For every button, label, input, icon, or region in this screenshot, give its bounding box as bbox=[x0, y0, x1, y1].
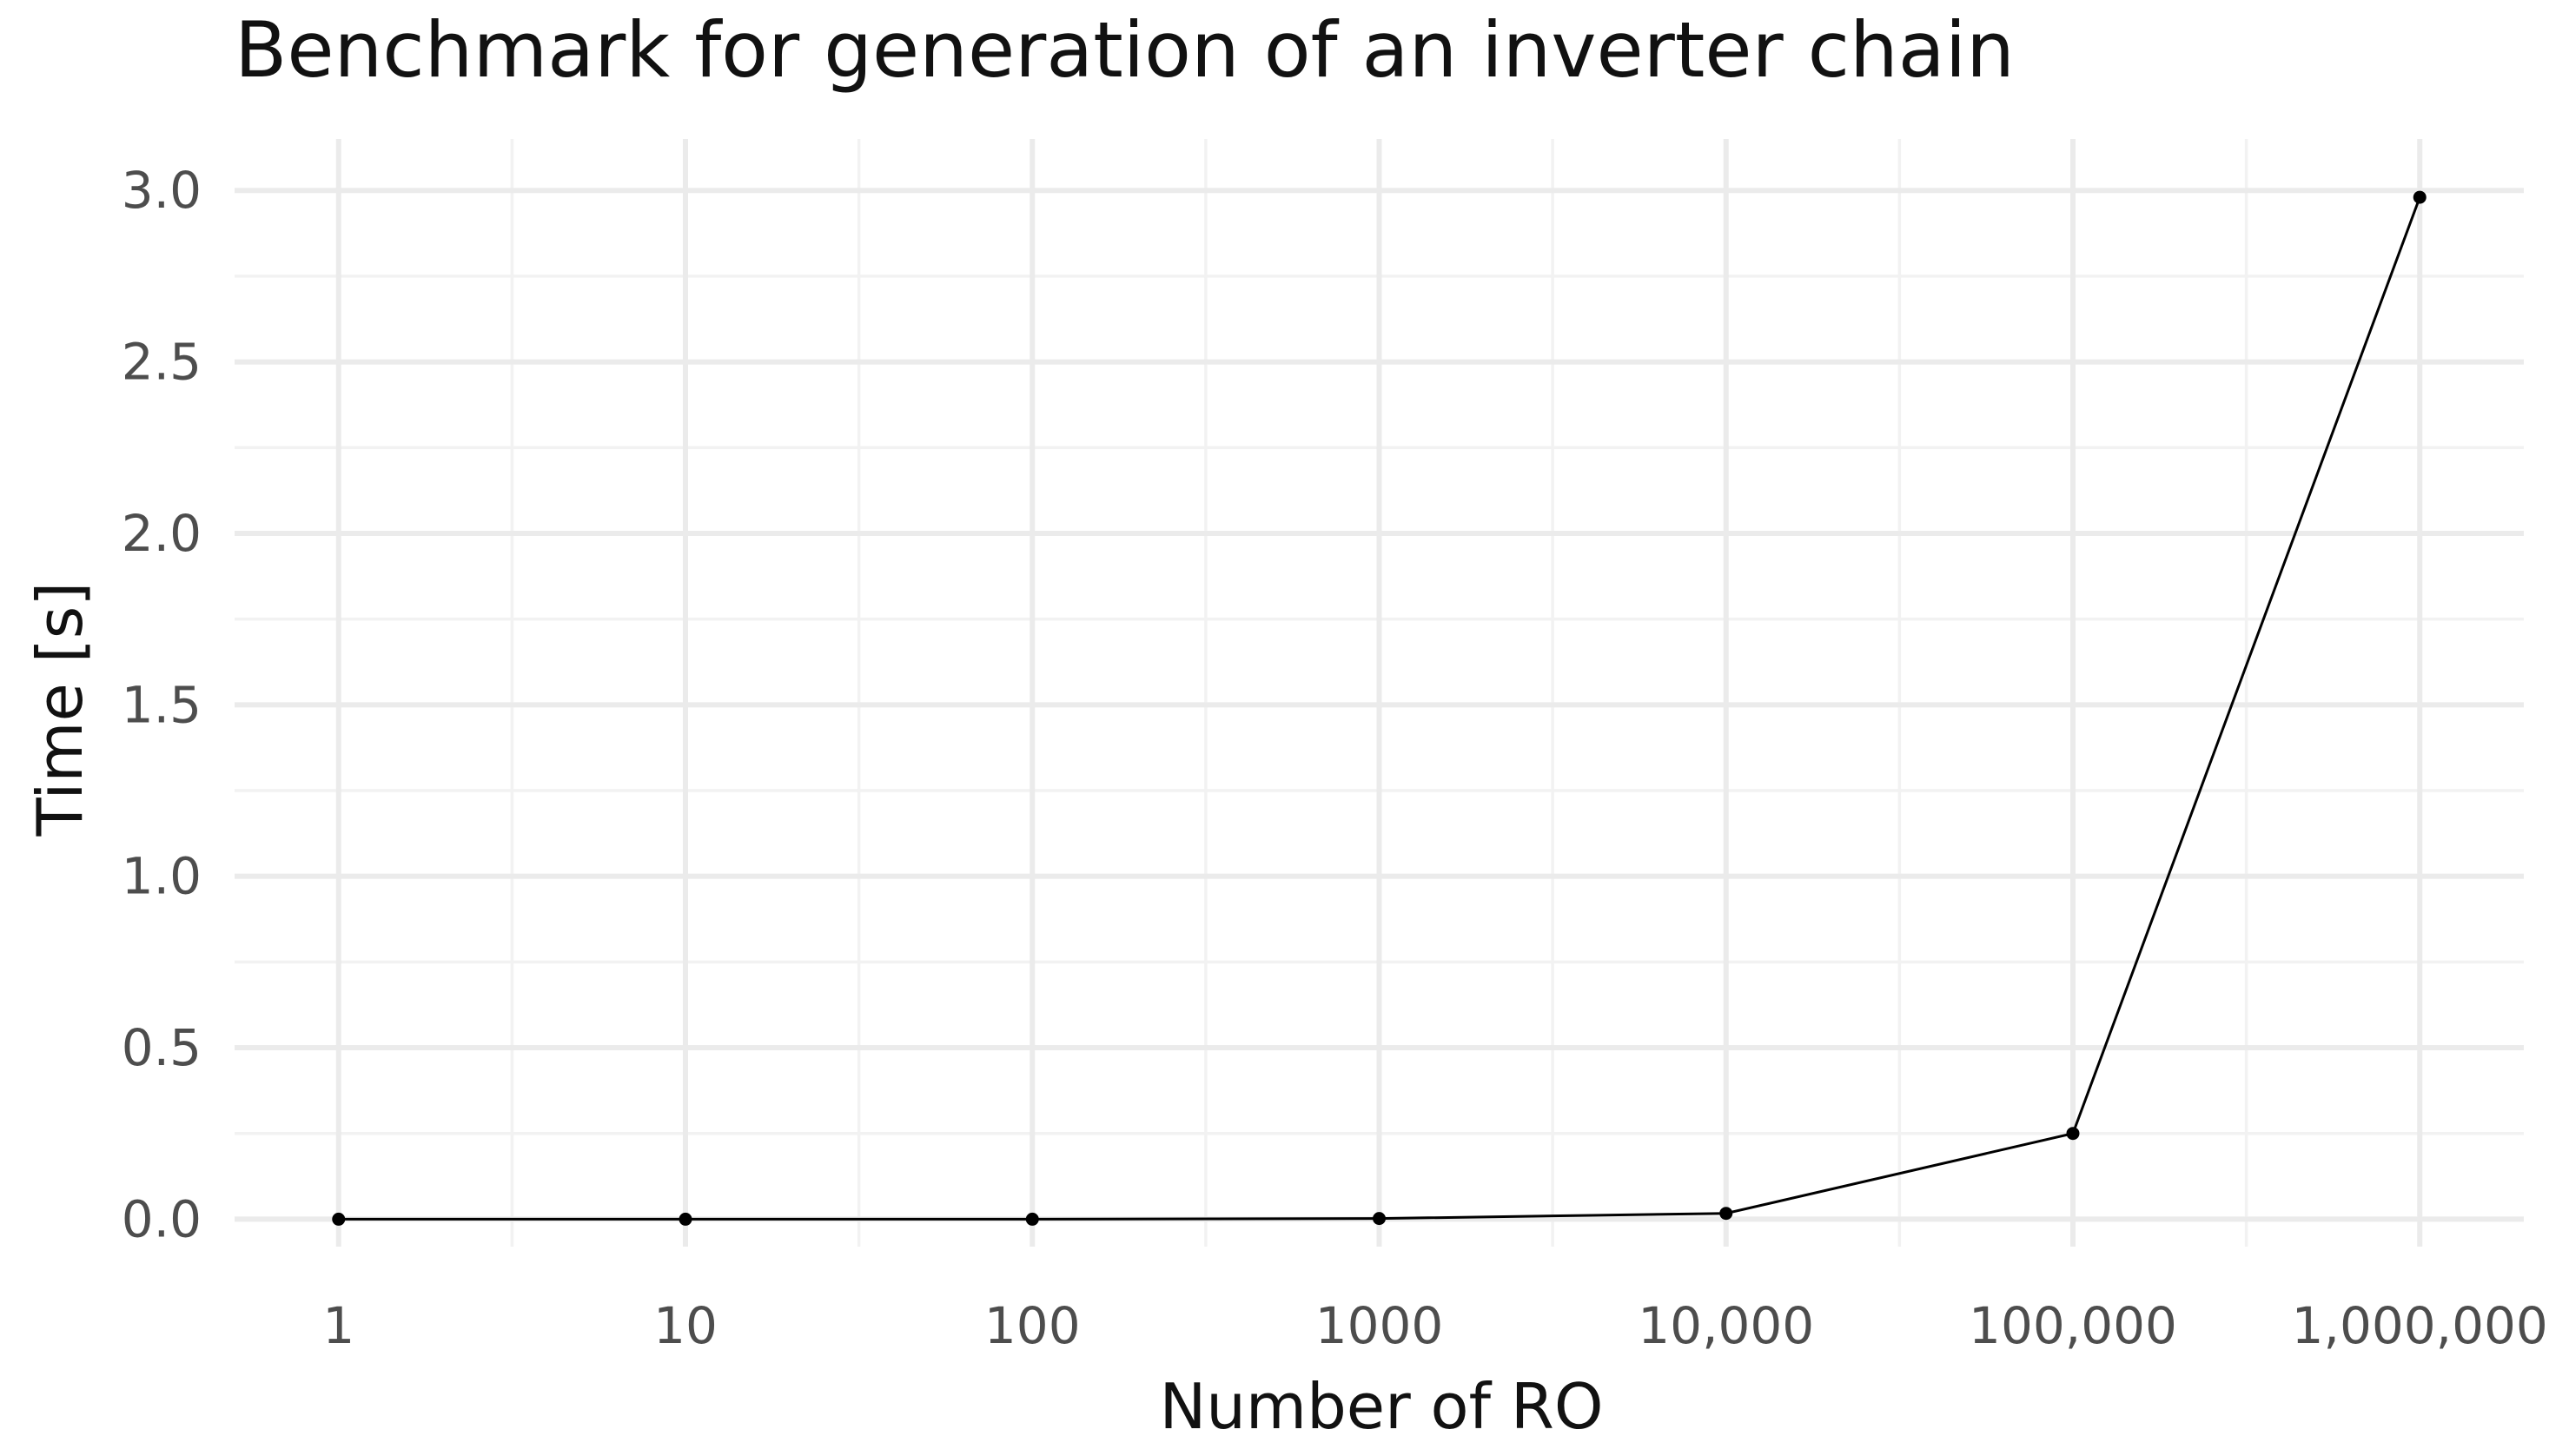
major-gridlines bbox=[235, 139, 2524, 1247]
data-point bbox=[332, 1212, 346, 1226]
x-tick-label: 1000 bbox=[1315, 1296, 1444, 1355]
x-tick-label: 1,000,000 bbox=[2292, 1296, 2548, 1355]
y-tick-label: 0.0 bbox=[122, 1189, 202, 1248]
data-point bbox=[1025, 1212, 1039, 1226]
series-layer bbox=[332, 190, 2427, 1226]
data-point bbox=[1719, 1207, 1733, 1221]
y-tick-label: 0.5 bbox=[122, 1018, 202, 1077]
data-point bbox=[679, 1212, 692, 1226]
x-tick-label: 10,000 bbox=[1638, 1296, 1814, 1355]
y-tick-label: 2.0 bbox=[122, 504, 202, 563]
y-axis-title: Time [s] bbox=[23, 582, 96, 837]
x-tick-label: 10 bbox=[653, 1296, 718, 1355]
y-tick-label: 1.0 bbox=[122, 847, 202, 906]
data-point bbox=[2413, 190, 2427, 204]
x-tick-label: 100,000 bbox=[1969, 1296, 2177, 1355]
y-tick-label: 3.0 bbox=[122, 161, 202, 220]
y-tick-label: 2.5 bbox=[122, 333, 202, 392]
x-axis-tick-labels: 1 10 100 1000 10,000 100,000 1,000,000 bbox=[322, 1296, 2548, 1355]
data-point bbox=[1373, 1212, 1386, 1226]
x-axis-title: Number of RO bbox=[1159, 1370, 1603, 1443]
x-tick-label: 100 bbox=[984, 1296, 1081, 1355]
data-point bbox=[2066, 1127, 2080, 1141]
x-tick-label: 1 bbox=[322, 1296, 354, 1355]
chart-title: Benchmark for generation of an inverter … bbox=[235, 5, 2015, 95]
y-tick-label: 1.5 bbox=[122, 675, 202, 734]
y-axis-tick-labels: 0.0 0.5 1.0 1.5 2.0 2.5 3.0 bbox=[122, 161, 202, 1248]
